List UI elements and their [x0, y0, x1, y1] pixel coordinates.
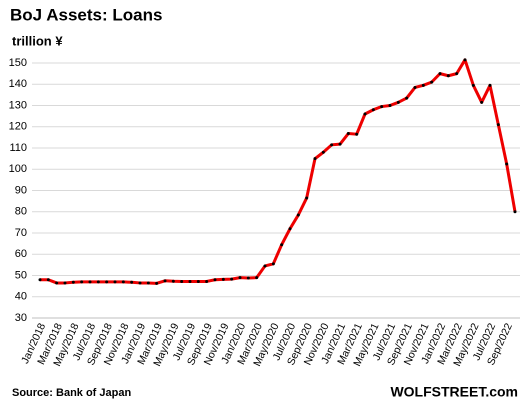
data-point	[55, 281, 59, 285]
data-point	[71, 280, 75, 284]
data-point	[113, 280, 117, 284]
series-line	[40, 58, 517, 285]
data-point	[363, 112, 367, 116]
data-point	[380, 105, 384, 109]
y-tick-label: 140	[9, 78, 27, 90]
data-point	[413, 85, 417, 89]
data-point	[271, 262, 275, 266]
data-point	[213, 278, 217, 282]
data-point	[38, 278, 42, 282]
data-point	[121, 280, 125, 284]
chart-title: BoJ Assets: Loans	[10, 5, 162, 24]
data-point	[505, 162, 509, 166]
chart-subtitle: trillion ¥	[12, 33, 63, 48]
data-point	[288, 227, 292, 231]
data-point	[246, 276, 250, 280]
y-tick-label: 150	[9, 57, 27, 69]
data-point	[305, 196, 309, 200]
data-point	[138, 281, 142, 285]
data-point	[438, 72, 442, 76]
data-point	[196, 279, 200, 283]
y-tick-label: 80	[15, 206, 27, 218]
data-point	[238, 276, 242, 280]
data-point	[405, 96, 409, 100]
data-point	[321, 150, 325, 154]
data-point	[146, 281, 150, 285]
data-point	[105, 280, 109, 284]
data-point	[455, 72, 459, 76]
y-tick-label: 120	[9, 121, 27, 133]
data-point	[430, 80, 434, 84]
data-point	[63, 281, 67, 285]
data-point	[130, 280, 134, 284]
data-point	[163, 279, 167, 283]
source: Source: Bank of Japan	[12, 387, 131, 399]
data-point	[205, 279, 209, 283]
data-point	[171, 279, 175, 283]
y-tick-label: 70	[15, 227, 27, 239]
brand: WOLFSTREET.com	[390, 384, 518, 400]
y-tick-label: 130	[9, 99, 27, 111]
data-point	[388, 104, 392, 107]
data-point	[396, 100, 400, 104]
data-point	[371, 108, 375, 112]
data-point	[355, 132, 359, 136]
data-point	[80, 280, 84, 284]
data-point	[296, 213, 300, 217]
y-tick-label: 90	[15, 184, 27, 196]
data-point	[338, 142, 342, 146]
data-point	[480, 100, 484, 104]
y-tick-label: 110	[9, 142, 27, 154]
data-point	[346, 132, 350, 136]
data-point	[155, 281, 159, 285]
y-tick-label: 40	[15, 291, 27, 303]
y-tick-label: 30	[15, 312, 27, 324]
y-tick-label: 100	[9, 163, 27, 175]
data-point	[263, 264, 267, 268]
data-point	[488, 83, 492, 87]
data-point	[96, 280, 100, 284]
data-point	[421, 83, 425, 87]
data-point	[330, 143, 334, 147]
data-point	[313, 157, 317, 161]
data-point	[280, 243, 284, 247]
data-point	[496, 123, 500, 127]
y-tick-label: 60	[15, 248, 27, 260]
data-point	[513, 210, 517, 214]
data-point	[46, 278, 50, 282]
data-point	[230, 277, 234, 281]
data-point	[255, 276, 259, 280]
data-point	[446, 74, 450, 78]
y-tick-label: 50	[15, 269, 27, 281]
data-point	[88, 280, 92, 284]
data-point	[463, 58, 467, 62]
data-point	[471, 83, 475, 87]
data-point	[188, 279, 192, 283]
data-point	[221, 277, 225, 281]
data-point	[180, 279, 184, 283]
